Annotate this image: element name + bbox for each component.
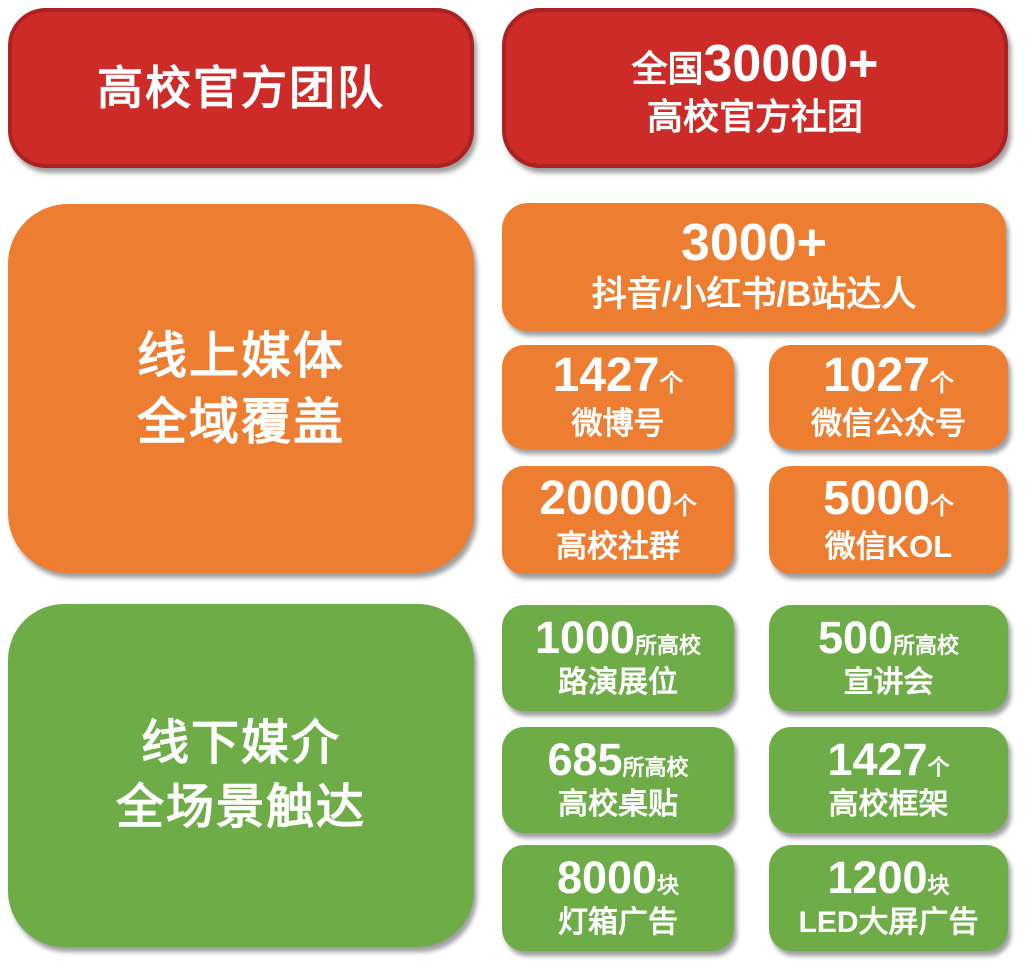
stat-number: 1427	[827, 734, 928, 786]
stat-number-line: 1000所高校	[535, 615, 701, 660]
stat-label: 高校社群	[556, 529, 680, 565]
header-right-number: 30000+	[703, 34, 879, 93]
stat-unit: 个	[659, 370, 684, 398]
stat-number: 685	[547, 734, 623, 786]
stat-label: 宣讲会	[843, 666, 934, 700]
stat-unit: 个	[672, 493, 697, 521]
stat-number: 1000	[534, 612, 636, 664]
offline-stat-campus-frame: 1427个 高校框架	[769, 727, 1008, 833]
online-featured-card: 3000+ 抖音/小红书/B站达人	[502, 203, 1006, 331]
header-right-label: 高校官方社团	[646, 95, 863, 137]
stat-number: 1027	[823, 349, 930, 403]
stat-unit: 个	[927, 755, 950, 781]
stat-number: 8000	[556, 852, 658, 904]
stat-label: 微博号	[571, 406, 665, 442]
offline-title-line1: 线下媒介	[140, 717, 341, 771]
stat-number: 1427	[552, 349, 660, 403]
header-right-prefix: 全国	[631, 47, 704, 89]
online-title-line1: 线上媒体	[137, 327, 345, 384]
stat-number: 5000	[823, 472, 930, 526]
header-right-card: 全国30000+ 高校官方社团	[502, 8, 1008, 168]
offline-stat-desk-sticker: 685所高校 高校桌贴	[502, 727, 734, 833]
stat-number-line: 1027个	[823, 352, 954, 400]
online-stat-campus-groups: 20000个 高校社群	[502, 466, 734, 574]
offline-stat-led-screen: 1200块 LED大屏广告	[769, 845, 1008, 951]
online-featured-label: 抖音/小红书/B站达人	[591, 275, 917, 315]
stat-unit: 块	[657, 873, 680, 899]
stat-number-line: 1200块	[827, 855, 949, 900]
stat-label: 微信KOL	[824, 529, 953, 565]
stat-unit: 所高校	[893, 633, 960, 659]
stat-label: 高校桌贴	[558, 788, 678, 822]
stat-number-line: 685所高校	[547, 737, 688, 782]
stat-label: 灯箱广告	[558, 906, 678, 940]
stat-number: 1200	[827, 852, 928, 904]
stat-number-line: 1427个	[553, 352, 684, 400]
offline-title-line2: 全场景触达	[115, 780, 366, 834]
online-stat-weibo: 1427个 微博号	[502, 345, 734, 449]
stat-unit: 个	[929, 370, 954, 398]
online-featured-number: 3000+	[680, 214, 828, 273]
stat-label: 路演展位	[558, 666, 678, 700]
stat-number-line: 1427个	[827, 737, 949, 782]
offline-stat-roadshow: 1000所高校 路演展位	[502, 605, 734, 711]
stat-label: 高校框架	[828, 788, 949, 822]
header-right-number-line: 全国30000+	[632, 38, 879, 90]
header-left-card: 高校官方团队	[8, 8, 474, 168]
stat-number-line: 20000个	[539, 475, 696, 523]
stat-label: LED大屏广告	[798, 906, 979, 940]
stat-number-line: 8000块	[557, 855, 679, 900]
online-stat-wechat-official: 1027个 微信公众号	[769, 345, 1008, 449]
stat-number: 500	[817, 612, 894, 664]
stat-unit: 所高校	[635, 633, 702, 659]
stat-number-line: 5000个	[823, 475, 954, 523]
online-section-title-card: 线上媒体 全域覆盖	[8, 204, 474, 573]
online-stat-wechat-kol: 5000个 微信KOL	[769, 466, 1008, 574]
stat-label: 微信公众号	[811, 406, 966, 442]
stat-number-line: 500所高校	[818, 615, 959, 660]
stat-unit: 所高校	[622, 755, 689, 781]
offline-stat-presentation: 500所高校 宣讲会	[769, 605, 1008, 711]
offline-section-title-card: 线下媒介 全场景触达	[8, 604, 474, 947]
stat-unit: 块	[927, 873, 950, 899]
stat-number: 20000	[539, 472, 673, 526]
offline-stat-lightbox: 8000块 灯箱广告	[502, 845, 734, 951]
header-left-title: 高校官方团队	[97, 62, 385, 114]
online-title-line2: 全域覆盖	[137, 393, 345, 450]
stat-unit: 个	[929, 493, 954, 521]
